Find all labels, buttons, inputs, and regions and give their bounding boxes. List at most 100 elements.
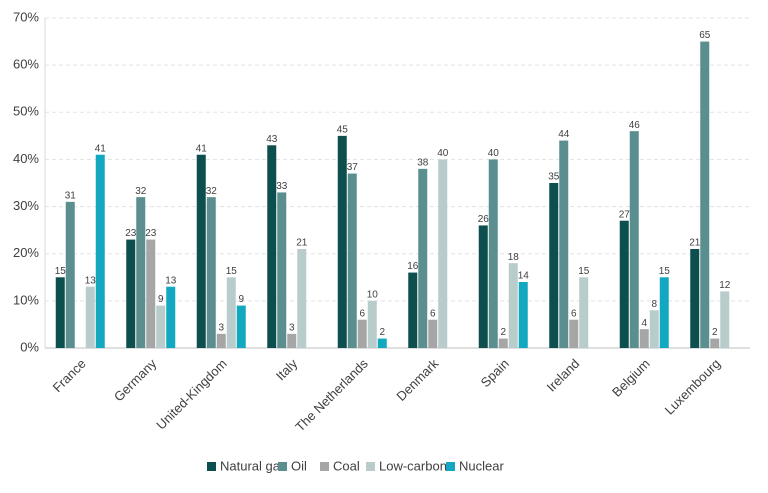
value-label: 14 xyxy=(518,271,530,282)
x-tick-label: The Netherlands xyxy=(292,356,371,435)
bar xyxy=(196,154,206,348)
x-tick-label: Germany xyxy=(111,356,160,405)
bar xyxy=(55,277,65,348)
value-label: 32 xyxy=(206,186,218,197)
value-label: 9 xyxy=(158,294,164,305)
bar xyxy=(559,140,569,348)
bar xyxy=(549,183,559,348)
value-label: 21 xyxy=(296,238,308,249)
bar xyxy=(720,291,730,348)
value-label: 15 xyxy=(55,266,67,277)
value-label: 65 xyxy=(699,30,711,41)
bar xyxy=(166,286,176,348)
value-label: 12 xyxy=(719,280,731,291)
value-label: 45 xyxy=(337,124,349,135)
legend-swatch xyxy=(278,462,287,471)
value-label: 32 xyxy=(135,186,147,197)
bar xyxy=(488,159,498,348)
value-label: 31 xyxy=(65,190,77,201)
value-label: 44 xyxy=(558,129,570,140)
y-tick-label: 70% xyxy=(13,9,39,24)
y-tick-label: 30% xyxy=(13,198,39,213)
value-label: 10 xyxy=(367,289,379,300)
legend-label: Coal xyxy=(333,458,360,473)
value-label: 6 xyxy=(359,308,365,319)
value-label: 2 xyxy=(500,327,506,338)
bar xyxy=(226,277,236,348)
legend-label: Nuclear xyxy=(459,458,504,473)
value-label: 40 xyxy=(488,148,500,159)
bar xyxy=(287,333,297,348)
y-tick-label: 60% xyxy=(13,57,39,72)
y-tick-label: 20% xyxy=(13,245,39,260)
x-tick-label: France xyxy=(50,356,89,395)
value-label: 15 xyxy=(578,266,590,277)
bar xyxy=(508,263,518,348)
value-label: 2 xyxy=(379,327,385,338)
x-tick-label: Denmark xyxy=(393,356,441,404)
value-label: 16 xyxy=(407,261,419,272)
bar xyxy=(408,272,418,348)
value-label: 35 xyxy=(548,172,560,183)
bar xyxy=(95,154,105,348)
value-label: 40 xyxy=(437,148,449,159)
bar xyxy=(85,286,95,348)
x-tick-label: United-Kingdom xyxy=(153,356,230,433)
value-label: 2 xyxy=(712,327,718,338)
bar xyxy=(156,305,166,348)
value-label: 3 xyxy=(289,322,295,333)
value-label: 8 xyxy=(651,299,657,310)
value-label: 3 xyxy=(218,322,224,333)
value-label: 18 xyxy=(508,252,520,263)
value-label: 13 xyxy=(85,275,97,286)
bar xyxy=(690,249,700,348)
value-label: 6 xyxy=(571,308,577,319)
x-tick-label: Ireland xyxy=(544,356,583,395)
bar xyxy=(710,338,720,348)
bar xyxy=(236,305,246,348)
bar xyxy=(216,333,226,348)
legend-label: Low-carbon xyxy=(379,458,447,473)
value-label: 23 xyxy=(145,228,157,239)
bar xyxy=(367,300,377,348)
bar xyxy=(418,168,428,348)
legend-label: Oil xyxy=(291,458,307,473)
bar xyxy=(659,277,669,348)
value-label: 26 xyxy=(478,214,490,225)
bar xyxy=(357,319,367,348)
value-label: 21 xyxy=(689,238,701,249)
bar xyxy=(267,145,277,348)
bar xyxy=(518,282,528,348)
value-label: 37 xyxy=(347,162,359,173)
bar xyxy=(438,159,448,348)
value-label: 41 xyxy=(95,143,107,154)
bar xyxy=(297,249,307,348)
x-tick-label: Italy xyxy=(273,356,301,384)
bar xyxy=(649,310,659,348)
bar xyxy=(65,201,75,348)
bar xyxy=(700,41,710,348)
bar xyxy=(337,135,347,348)
bar xyxy=(277,192,287,348)
value-label: 33 xyxy=(276,181,288,192)
y-tick-label: 0% xyxy=(20,339,39,354)
bar xyxy=(428,319,438,348)
value-label: 15 xyxy=(226,266,238,277)
x-tick-label: Spain xyxy=(478,356,512,390)
value-label: 43 xyxy=(266,134,278,145)
bar xyxy=(629,131,639,348)
bar xyxy=(146,239,156,348)
bar xyxy=(377,338,387,348)
value-label: 41 xyxy=(196,143,208,154)
bar xyxy=(206,197,216,348)
value-label: 9 xyxy=(238,294,244,305)
value-label: 46 xyxy=(629,120,641,131)
value-label: 38 xyxy=(417,157,429,168)
y-tick-label: 10% xyxy=(13,292,39,307)
legend-swatch xyxy=(366,462,375,471)
y-tick-label: 50% xyxy=(13,104,39,119)
x-tick-label: Belgium xyxy=(609,356,653,400)
legend-label: Natural gas xyxy=(220,458,287,473)
bar xyxy=(478,225,488,348)
bar xyxy=(126,239,136,348)
